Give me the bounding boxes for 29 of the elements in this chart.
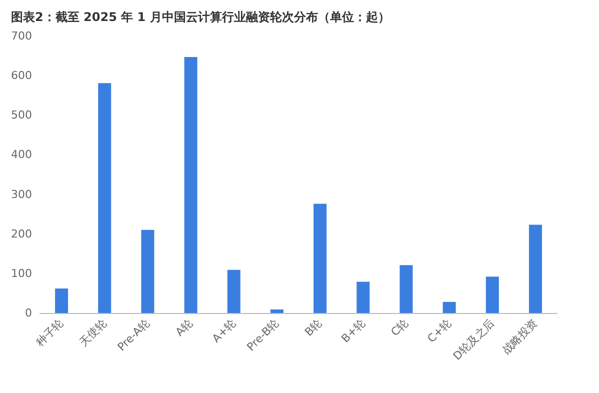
bar xyxy=(227,270,240,313)
chart-title: 图表2：截至 2025 年 1 月中国云计算行业融资轮次分布（单位：起） xyxy=(11,10,390,24)
y-tick-label: 500 xyxy=(11,108,32,122)
y-tick-label: 300 xyxy=(11,188,32,201)
x-tick-label: 天使轮 xyxy=(76,316,110,349)
y-tick-label: 100 xyxy=(11,266,32,280)
x-tick-label: A轮 xyxy=(173,316,196,339)
bar xyxy=(486,276,499,313)
y-tick-label: 600 xyxy=(11,69,32,82)
x-tick-label: 种子轮 xyxy=(34,316,66,349)
bar xyxy=(314,204,327,313)
bar xyxy=(528,224,542,313)
y-tick-label: 200 xyxy=(11,227,32,240)
x-tick-label: B+轮 xyxy=(338,316,368,346)
bar xyxy=(184,56,198,313)
y-tick-label: 0 xyxy=(25,306,32,320)
x-tick-label: B轮 xyxy=(302,316,325,339)
bar xyxy=(141,230,154,313)
x-tick-label: A+轮 xyxy=(210,316,238,346)
bar xyxy=(270,309,284,313)
bar xyxy=(356,282,370,313)
bar xyxy=(98,83,112,313)
bar xyxy=(400,265,413,313)
bar xyxy=(442,302,456,313)
y-tick-label: 700 xyxy=(11,30,32,42)
x-tick-label: 战略投资 xyxy=(500,316,540,357)
x-tick-label: C轮 xyxy=(388,316,411,339)
y-tick-label: 400 xyxy=(11,148,32,162)
bar xyxy=(55,288,68,313)
